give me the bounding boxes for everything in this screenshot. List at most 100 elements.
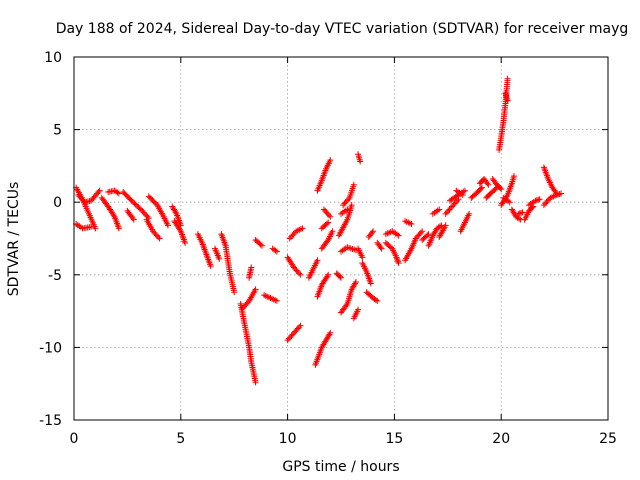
data-point <box>273 248 280 255</box>
data-point <box>290 231 297 238</box>
data-segment <box>540 190 565 209</box>
data-point <box>130 199 137 206</box>
data-point <box>156 235 163 242</box>
data-point <box>450 202 457 209</box>
plot-frame <box>73 56 609 421</box>
y-tick-label: -15 <box>39 413 62 429</box>
data-point <box>343 197 350 204</box>
data-point <box>129 215 136 222</box>
data-point <box>367 280 374 287</box>
data-point <box>497 185 504 192</box>
data-point <box>252 286 259 293</box>
data-segment <box>382 228 402 239</box>
data-segment <box>320 206 334 220</box>
data-point <box>341 200 348 207</box>
data-segment <box>363 289 381 304</box>
data-point <box>243 300 250 307</box>
data-segment <box>442 196 462 217</box>
data-segment <box>355 151 364 165</box>
data-segment <box>453 187 466 198</box>
data-point <box>132 201 139 208</box>
data-point <box>544 197 551 204</box>
data-point <box>131 200 138 207</box>
data-point <box>484 180 491 187</box>
x-tick-label: 25 <box>599 431 617 447</box>
data-point <box>461 187 468 194</box>
data-point <box>368 229 375 236</box>
data-point <box>498 186 505 193</box>
data-point <box>320 206 327 213</box>
data-point <box>242 302 249 309</box>
y-tick-label: -10 <box>39 340 62 356</box>
data-segment <box>365 228 377 241</box>
data-segment <box>211 245 223 262</box>
data-segment <box>314 157 334 194</box>
data-point <box>449 203 456 210</box>
data-point <box>372 296 379 303</box>
data-segment <box>305 257 321 281</box>
data-point <box>485 181 492 188</box>
data-point <box>478 184 485 191</box>
data-point <box>75 191 82 198</box>
data-segment <box>318 228 336 252</box>
data-segment <box>318 219 332 232</box>
data-point <box>425 231 432 238</box>
data-point <box>394 255 401 262</box>
data-point <box>412 235 419 242</box>
data-point <box>231 289 238 296</box>
data-point <box>342 199 349 206</box>
data-point <box>77 194 84 201</box>
data-point <box>286 235 293 242</box>
data-segment <box>314 271 332 300</box>
data-point <box>327 213 334 220</box>
data-point <box>324 273 331 280</box>
data-segment <box>252 236 265 249</box>
axis-ticks <box>73 56 609 421</box>
data-point <box>424 232 431 239</box>
x-tick-label: 10 <box>279 431 297 447</box>
data-point <box>443 209 450 216</box>
y-tick-labels: -15 -10 -5 0 5 10 <box>39 50 62 429</box>
data-segment <box>338 244 359 255</box>
data-point <box>272 247 279 254</box>
data-segment <box>124 207 137 223</box>
data-point <box>540 202 547 209</box>
data-point <box>288 332 295 339</box>
data-point <box>244 299 251 306</box>
data-point <box>558 190 565 197</box>
data-segment <box>171 218 189 246</box>
data-point <box>395 260 402 267</box>
data-segment <box>382 239 402 267</box>
data-point <box>289 232 296 239</box>
data-point <box>442 222 449 229</box>
data-point <box>138 206 145 213</box>
data-point <box>284 337 291 344</box>
data-point <box>442 210 449 217</box>
data-point <box>207 263 214 270</box>
data-point <box>343 302 350 309</box>
data-point <box>155 234 162 241</box>
data-point <box>76 193 83 200</box>
data-point <box>110 212 117 219</box>
data-point <box>287 334 294 341</box>
data-point <box>291 329 298 336</box>
data-point <box>477 185 484 192</box>
data-segment <box>120 189 152 222</box>
x-tick-label: 0 <box>70 431 79 447</box>
data-segment <box>143 216 163 242</box>
data-point <box>127 196 134 203</box>
data-point <box>151 229 158 236</box>
data-point <box>327 157 334 164</box>
data-point <box>294 268 301 275</box>
data-point <box>394 257 401 264</box>
data-point <box>150 228 157 235</box>
data-segment <box>194 231 214 270</box>
data-point <box>88 223 95 230</box>
data-segment <box>476 175 492 188</box>
data-point <box>415 232 422 239</box>
data-point <box>454 192 461 199</box>
data-point <box>395 258 402 265</box>
data-segment <box>500 194 513 206</box>
data-point <box>359 254 366 261</box>
